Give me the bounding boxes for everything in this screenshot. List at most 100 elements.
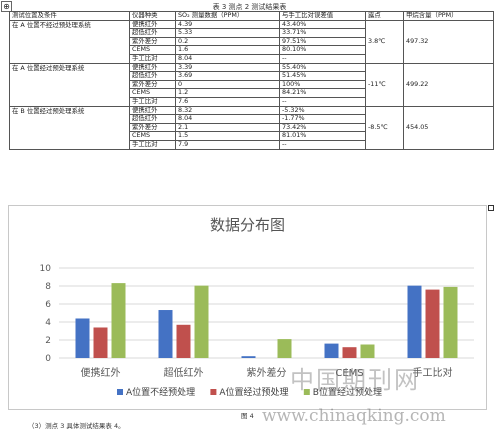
table-header-cell: SO₂ 测量数据（PPM） (175, 11, 280, 21)
y-tick-label: 8 (45, 282, 51, 292)
bar-4-0 (407, 285, 422, 358)
instrument-cell: 便携红外 (129, 19, 176, 30)
instrument-cell: CEMS (129, 45, 176, 55)
instrument-cell: 超低红外 (129, 71, 176, 81)
condition-cell: 在 A 位置不经过预处理系统 (9, 19, 130, 64)
so2-value-cell: 4.39 (175, 19, 280, 30)
so2-value-cell: 8.04 (175, 53, 280, 64)
category-label: CEMS (335, 368, 363, 379)
chart-title: 数据分布图 (209, 216, 285, 234)
legend-label: A位置经过预处理 (219, 386, 288, 398)
dew-point-cell: -11℃ (365, 62, 404, 107)
table-row: 在 A 位置不经过预处理系统 便携红外 4.39 43.40% 3.8℃ 497.32 (9, 19, 494, 64)
table-header-cell: 露点 (365, 11, 404, 21)
error-cell: 100% (279, 79, 366, 90)
methane-cell: 454.05 (403, 105, 494, 150)
bar-2-0 (241, 356, 256, 358)
error-cell: -1.77% (279, 114, 366, 124)
instrument-cell: 超低红外 (129, 28, 176, 38)
bar-3-1 (342, 347, 357, 358)
instrument-cell: 手工比对 (129, 139, 176, 150)
error-cell: -- (279, 96, 366, 107)
error-cell: 80.10% (279, 45, 366, 55)
bar-4-1 (425, 289, 440, 358)
bar-1-0 (158, 310, 173, 358)
instrument-cell: 紫外差分 (129, 79, 176, 90)
bar-chart: 0 2 4 6 8 10 便携红外 超低红外 紫外差分 CEMS 手工比对 A位置不经预处理 A位置经过… (40, 264, 474, 398)
methane-cell: 499.22 (403, 62, 494, 107)
bar-3-0 (324, 343, 339, 358)
bar-0-1 (93, 327, 108, 358)
footnote: （3）测点 3 具体测试结果表 4。 (28, 422, 125, 430)
table-header-cell: 甲烷含量（PPM） (403, 11, 494, 21)
legend-swatch (117, 389, 123, 395)
error-cell: 73.42% (279, 122, 366, 133)
error-cell: 51.45% (279, 71, 366, 81)
watermark-text: 中国期刊网 (290, 366, 420, 394)
resize-handle-icon[interactable] (488, 205, 494, 211)
figure-label: 图 4 (241, 412, 254, 420)
table-row: 在 B 位置经过预处理系统 便携红外 8.32 -5.32% -8.5℃ 454.05 (9, 105, 494, 150)
category-label: 超低红外 (164, 366, 204, 379)
error-cell: 43.40% (279, 19, 366, 30)
y-tick-label: 0 (45, 354, 51, 364)
table-row: 超低红外 3.69 51.45% (10, 71, 494, 81)
table-row: 手工比对 7.9 -- (10, 139, 494, 150)
table-header-cell: 测试位置及条件 (9, 11, 130, 21)
bar-4-2 (443, 286, 458, 358)
legend-label: A位置不经预处理 (126, 386, 195, 398)
methane-cell: 497.32 (403, 19, 494, 64)
error-cell: 81.01% (279, 131, 366, 141)
table-header-cell: 与手工比对误差值 (279, 11, 366, 21)
table-row: 超低红外 8.04 -1.77% (10, 114, 494, 124)
error-cell: 97.51% (279, 36, 366, 47)
instrument-cell: 紫外差分 (129, 122, 176, 133)
legend-swatch (303, 389, 310, 395)
instrument-cell: CEMS (129, 88, 176, 98)
y-tick-label: 10 (40, 264, 52, 274)
so2-value-cell: 5.33 (175, 28, 280, 38)
table-row: CEMS 1.6 80.10% (10, 45, 494, 55)
table-header-row: 测试位置及条件 仪器种类 SO₂ 测量数据（PPM） 与手工比对误差值 露点 甲烷含量（P… (9, 11, 494, 21)
instrument-cell: 紫外差分 (129, 36, 176, 47)
dew-point-cell: 3.8℃ (365, 19, 404, 64)
so2-value-cell: 3.69 (175, 71, 280, 81)
bar-3-2 (360, 344, 375, 358)
error-cell: -- (279, 139, 366, 150)
bar-0-0 (75, 318, 90, 358)
instrument-cell: 手工比对 (129, 96, 176, 107)
error-cell: 33.71% (279, 28, 366, 38)
dew-point-cell: -8.5℃ (365, 105, 404, 150)
bar-1-1 (176, 324, 191, 358)
so2-value-cell: 0.2 (175, 36, 280, 47)
instrument-cell: 手工比对 (129, 53, 176, 64)
instrument-cell: 便携红外 (129, 105, 176, 116)
category-label: 紫外差分 (247, 366, 287, 379)
condition-cell: 在 B 位置经过预处理系统 (9, 105, 130, 150)
error-cell: 84.21% (279, 88, 366, 98)
table-move-handle-icon[interactable]: ⊕ (1, 1, 12, 12)
condition-cell: 在 A 位置经过预处理系统 (9, 62, 130, 107)
so2-value-cell: 8.32 (175, 105, 280, 116)
so2-value-cell: 8.04 (175, 114, 280, 124)
bar-1-2 (194, 285, 209, 358)
legend-label: B位置经过预处理 (313, 386, 382, 398)
category-label: 便携红外 (81, 366, 121, 379)
error-cell: -- (279, 53, 366, 64)
so2-value-cell: 7.6 (175, 96, 280, 107)
instrument-cell: 便携红外 (129, 62, 176, 73)
category-label: 手工比对 (413, 366, 453, 379)
bar-0-2 (111, 283, 126, 358)
error-cell: 55.40% (279, 62, 366, 73)
so2-value-cell: 1.6 (175, 45, 280, 55)
so2-value-cell: 7.9 (175, 139, 280, 150)
instrument-cell: CEMS (129, 131, 176, 141)
y-tick-label: 6 (45, 300, 51, 310)
so2-value-cell: 3.39 (175, 62, 280, 73)
table-caption: 表 3 测点 2 测试结果表 (212, 3, 287, 11)
instrument-cell: 超低红外 (129, 114, 176, 124)
so2-value-cell: 1.5 (175, 131, 280, 141)
watermark-url: www.chinaqking.com (262, 406, 446, 426)
error-cell: -5.32% (279, 105, 366, 116)
chart-area[interactable]: 数据分布图 0 2 4 6 8 10 便携红外 超低红外 紫外差分 CEMS 手工比对 A位置不经预处… (8, 205, 487, 410)
